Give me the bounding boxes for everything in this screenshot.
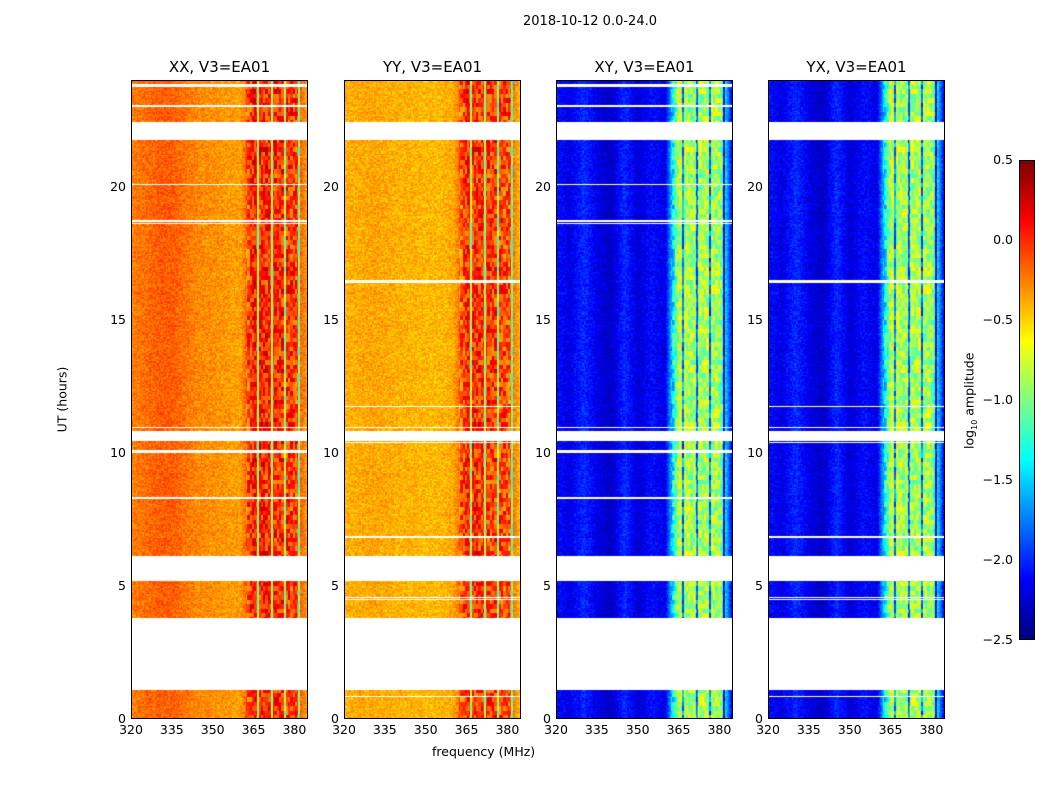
y-tick-label: 15: [110, 311, 126, 327]
y-tick-label: 15: [323, 311, 339, 327]
x-tick-label: 320: [332, 722, 356, 737]
y-tick-label: 5: [118, 577, 126, 593]
x-tick-label: 380: [495, 722, 520, 737]
colorbar-tick-label: −2.5: [982, 632, 1013, 647]
x-tick-label: 350: [837, 722, 862, 737]
y-tick-label: 5: [755, 577, 763, 593]
y-tick-label: 5: [543, 577, 551, 593]
x-tick-label: 365: [241, 722, 266, 737]
panel-xy: XY, V3=EA01 320 335 350 365 380 0 5 10 15 20: [535, 58, 733, 737]
x-tick-label: 320: [756, 722, 780, 737]
x-tick-label: 350: [413, 722, 438, 737]
x-tick-label: 380: [282, 722, 307, 737]
colorbar-tick-label: −0.5: [982, 312, 1013, 327]
heatmap: [556, 80, 733, 719]
y-tick-label: 10: [110, 444, 126, 460]
x-tick-label: 350: [625, 722, 650, 737]
y-tick-label: 10: [323, 444, 339, 460]
x-tick-label: 350: [200, 722, 225, 737]
colorbar-tick-label: 0.5: [993, 152, 1013, 167]
panel-title: XX, V3=EA01: [168, 58, 271, 76]
x-tick-label: 365: [666, 722, 691, 737]
x-tick-label: 335: [584, 722, 609, 737]
heatmap: [131, 80, 308, 719]
colorbar-tick-label: 0.0: [993, 232, 1013, 247]
x-axis-label: frequency (MHz): [432, 744, 536, 759]
x-tick-label: 380: [919, 722, 944, 737]
x-tick-label: 365: [878, 722, 903, 737]
colorbar-tick-label: −2.0: [982, 552, 1013, 567]
panel-title: YY, V3=EA01: [382, 58, 483, 76]
colorbar-label-main: log: [961, 429, 977, 449]
y-tick-label: 15: [535, 311, 551, 327]
colorbar-label: log10 amplitude: [961, 341, 979, 461]
panel-title: YX, V3=EA01: [806, 58, 907, 76]
heatmap: [344, 80, 521, 719]
y-tick-label: 10: [747, 444, 763, 460]
panel-yy: YY, V3=EA01 320 335 350 365 380 0 5 10 15 20: [323, 58, 521, 737]
x-tick-label: 320: [544, 722, 568, 737]
y-tick-label: 20: [110, 178, 126, 194]
colorbar: [1019, 160, 1035, 640]
y-tick-label: 5: [331, 577, 339, 593]
figure-title: 2018-10-12 0.0-24.0: [523, 14, 657, 29]
panel-xx: XX, V3=EA01 320 335 350 365 380 0 5 10 15 20: [110, 58, 308, 737]
y-tick-label: 0: [755, 711, 763, 726]
colorbar-label-sub: 10: [969, 419, 979, 430]
y-tick-label: 0: [543, 711, 551, 726]
heatmap: [768, 80, 945, 719]
panel-title: XY, V3=EA01: [594, 58, 695, 76]
y-tick-label: 20: [535, 178, 551, 194]
x-tick-label: 335: [796, 722, 821, 737]
x-tick-label: 365: [454, 722, 479, 737]
panel-yx: YX, V3=EA01 320 335 350 365 380 0 5 10 15 20: [747, 58, 945, 737]
x-tick-label: 380: [707, 722, 732, 737]
y-tick-label: 0: [331, 711, 339, 726]
x-tick-label: 320: [119, 722, 143, 737]
colorbar-tick-label: −1.0: [982, 392, 1013, 407]
y-axis-label: UT (hours): [54, 366, 70, 433]
colorbar-label-rest: amplitude: [961, 352, 977, 420]
x-tick-label: 335: [159, 722, 184, 737]
colorbar-tick-label: −1.5: [982, 472, 1013, 487]
y-tick-label: 10: [535, 444, 551, 460]
y-tick-label: 0: [118, 711, 126, 726]
y-tick-label: 15: [747, 311, 763, 327]
x-tick-label: 335: [372, 722, 397, 737]
y-tick-label: 20: [323, 178, 339, 194]
y-tick-label: 20: [747, 178, 763, 194]
